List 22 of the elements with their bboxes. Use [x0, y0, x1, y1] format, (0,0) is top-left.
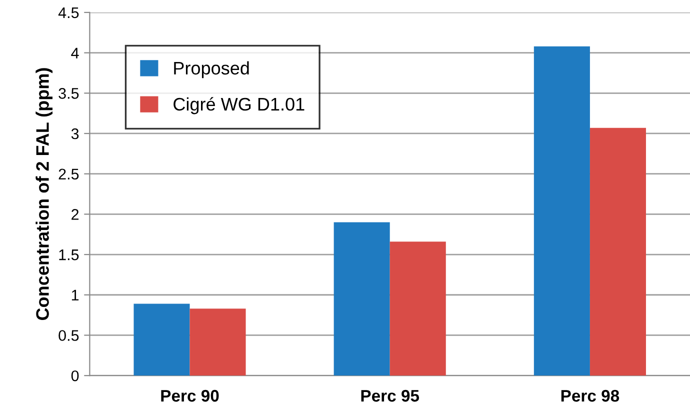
y-tick-label: 3.5: [58, 88, 79, 99]
x-tick-label: Perc 95: [361, 390, 420, 402]
y-tick-label: 4.5: [58, 7, 79, 18]
y-tick-label: 2.5: [58, 168, 79, 180]
bar: [134, 304, 190, 376]
y-tick-label: 1: [72, 290, 79, 300]
x-tick-label: Perc 98: [561, 390, 620, 402]
y-axis-title: Concentration of 2 FAL (ppm): [36, 68, 52, 320]
y-tick-label: 0.5: [58, 330, 79, 341]
x-tick-label: Perc 90: [161, 390, 219, 402]
y-tick-label: 2: [72, 209, 79, 220]
bar: [534, 46, 590, 376]
y-tick-label: 4: [71, 48, 79, 58]
y-tick-label: 3: [71, 128, 79, 140]
y-tick-label: 1.5: [59, 250, 79, 260]
legend-label: Proposed: [174, 61, 249, 78]
legend-label: Cigré WG D1.01: [174, 97, 304, 114]
y-tick-label: 0: [71, 370, 79, 382]
bar: [390, 242, 446, 376]
bar: [590, 128, 646, 376]
bar: [190, 308, 246, 376]
bar: [334, 222, 390, 376]
